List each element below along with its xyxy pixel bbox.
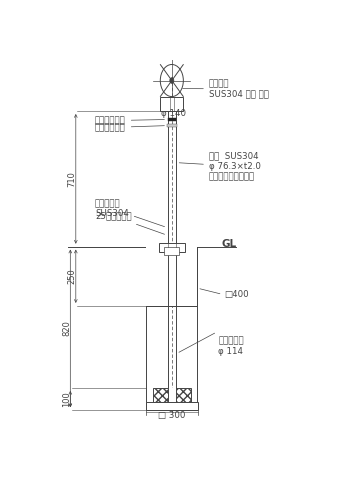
- Text: □ 300: □ 300: [158, 411, 185, 420]
- Text: 100: 100: [62, 391, 71, 407]
- Text: 支柱  SUS304
φ 76.3×t2.0
ヘアーライン仕上げ: 支柱 SUS304 φ 76.3×t2.0 ヘアーライン仕上げ: [179, 151, 261, 181]
- Text: ロックピン
SUS304: ロックピン SUS304: [95, 199, 165, 227]
- Text: 外側パイプ
φ 114: 外側パイプ φ 114: [218, 336, 244, 356]
- Text: 710: 710: [68, 171, 77, 187]
- Circle shape: [170, 78, 174, 83]
- Bar: [167, 124, 177, 127]
- Bar: [147, 247, 168, 306]
- Text: 820: 820: [62, 320, 71, 336]
- Text: 白反射テープ: 白反射テープ: [95, 123, 164, 132]
- Bar: [168, 118, 176, 122]
- Bar: [164, 247, 179, 255]
- Text: □400: □400: [224, 290, 249, 299]
- Text: GL: GL: [221, 239, 236, 248]
- Bar: [160, 97, 183, 111]
- Bar: [176, 247, 197, 306]
- Bar: [153, 388, 191, 402]
- Text: キャップ
SUS304 バフ 研磨: キャップ SUS304 バフ 研磨: [183, 79, 269, 99]
- Text: 250: 250: [68, 268, 77, 284]
- Text: 25ミリ南京餌: 25ミリ南京餌: [95, 212, 165, 234]
- Text: ゴムパッキン: ゴムパッキン: [95, 116, 164, 125]
- Bar: [159, 243, 185, 251]
- Bar: [146, 402, 198, 410]
- Bar: [147, 247, 197, 306]
- Bar: [168, 388, 176, 402]
- Text: φ 140: φ 140: [161, 109, 186, 118]
